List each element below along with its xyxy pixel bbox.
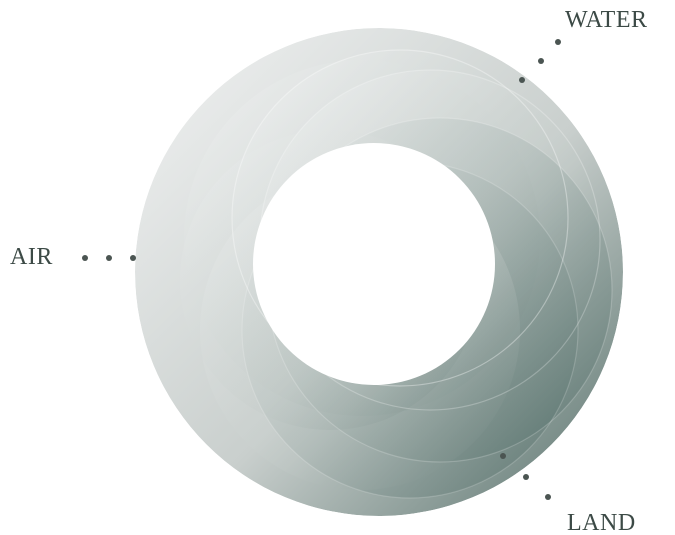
air-label: AIR [10,244,53,270]
land-dot-3 [545,494,551,500]
water-dot-2 [538,58,544,64]
air-dot-2 [106,255,112,261]
water-dot-3 [519,77,525,83]
land-leader-dots [500,453,551,500]
air-leader-dots [82,255,136,261]
land-dot-2 [523,474,529,480]
land-dot-1 [500,453,506,459]
water-label: WATER [565,7,648,33]
ring-body [135,28,623,516]
air-dot-3 [130,255,136,261]
land-label: LAND [567,510,636,535]
air-dot-1 [82,255,88,261]
water-leader-dots [519,39,561,83]
water-dot-1 [555,39,561,45]
